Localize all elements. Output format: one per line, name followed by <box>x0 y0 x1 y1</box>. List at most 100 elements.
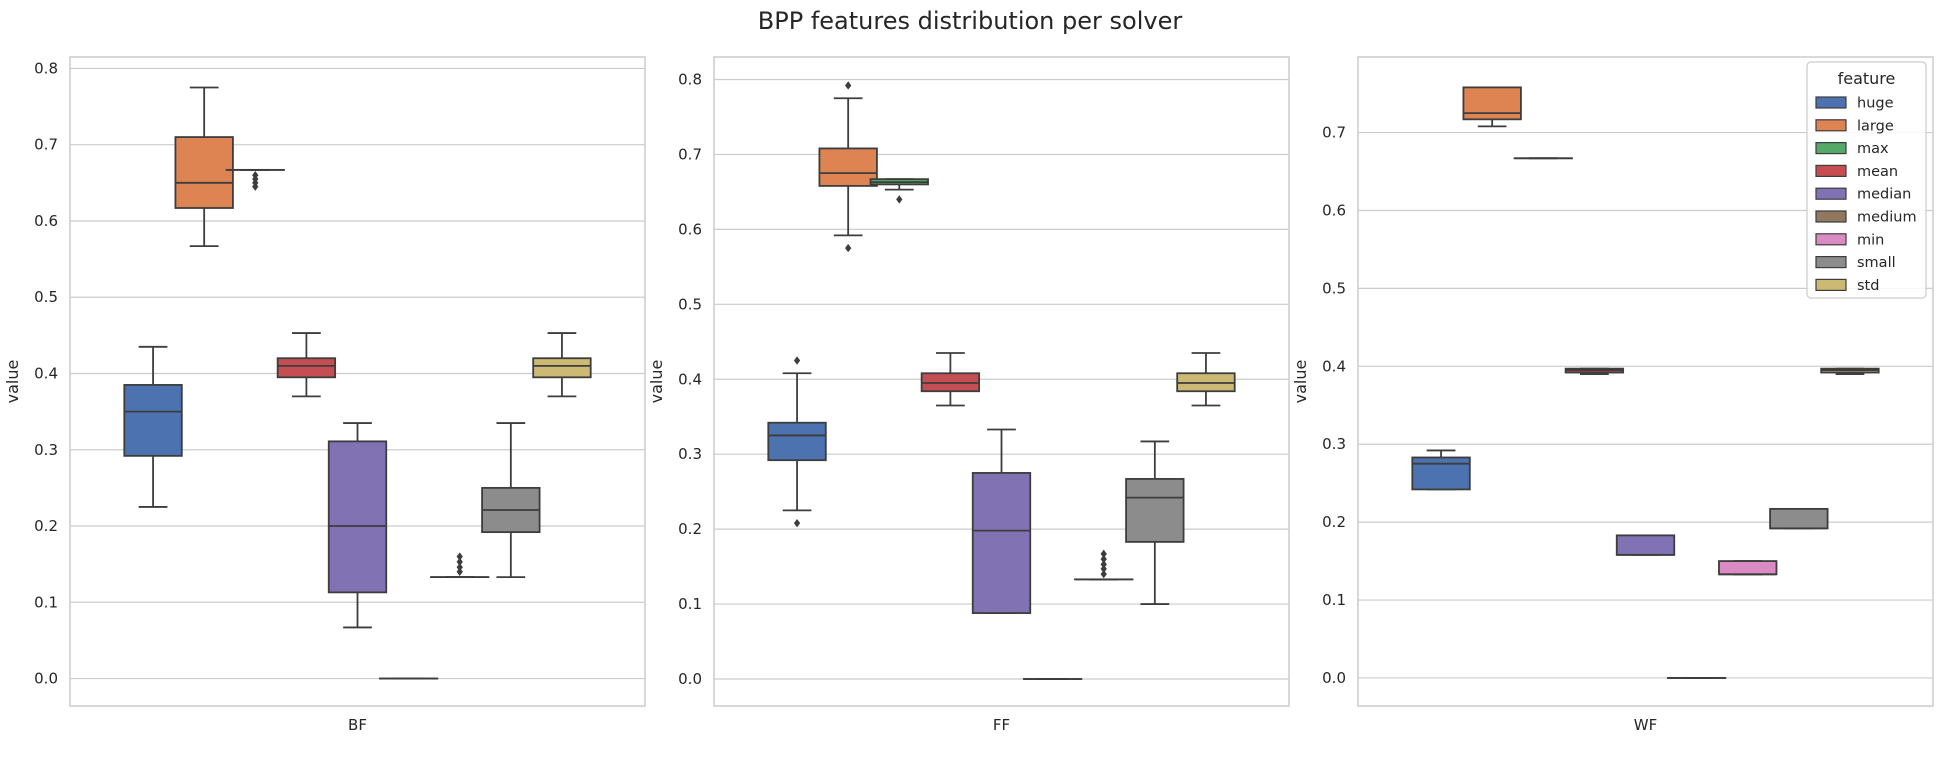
outlier-point <box>845 81 852 90</box>
legend-label: min <box>1857 232 1884 248</box>
box-min <box>1074 549 1134 581</box>
box-median <box>1615 534 1676 556</box>
figure-title: BPP features distribution per solver <box>758 7 1183 35</box>
box-mean <box>276 332 337 398</box>
box-large <box>818 81 878 253</box>
outlier-point <box>845 243 852 253</box>
y-tick-label: 0.2 <box>34 517 58 535</box>
box-body <box>1718 560 1778 576</box>
y-tick-label: 0.6 <box>1322 201 1346 219</box>
y-tick-label: 0.6 <box>678 220 702 238</box>
box-body <box>1411 456 1471 491</box>
box-std <box>1176 352 1236 407</box>
y-tick-label: 0.2 <box>678 520 702 538</box>
y-tick-label: 0.1 <box>34 593 58 611</box>
outlier-point <box>456 563 463 572</box>
box-max <box>869 178 929 204</box>
legend: feature huge large max mean median medium min sm… <box>1806 61 1927 299</box>
x-tick-label: BF <box>348 716 367 734</box>
x-tick-label: WF <box>1634 716 1657 734</box>
legend-label: max <box>1857 141 1889 157</box>
y-tick-label: 0.7 <box>678 145 702 163</box>
legend-item-huge: huge <box>1815 96 1894 112</box>
box-min <box>430 552 490 579</box>
y-tick-label: 0.1 <box>1322 591 1346 609</box>
panel-bf: 0.0 0.1 0.2 0.3 0.4 0.5 0.6 0.7 0.8 BF value <box>3 56 646 734</box>
legend-swatch <box>1815 187 1847 200</box>
legend-swatch <box>1815 96 1847 109</box>
outlier-point <box>1100 560 1107 569</box>
legend-swatch <box>1815 256 1847 269</box>
box-huge <box>1411 449 1471 491</box>
y-tick-label: 0.1 <box>678 595 702 613</box>
legend-item-median: median <box>1815 187 1911 203</box>
box-body <box>1769 507 1829 530</box>
outlier-point <box>1100 569 1107 579</box>
y-tick-label: 0.5 <box>678 295 702 313</box>
y-tick-label: 0.3 <box>678 445 702 463</box>
box-body <box>174 136 234 209</box>
legend-item-large: large <box>1815 118 1894 134</box>
y-tick-label: 0.4 <box>1322 357 1346 375</box>
legend-swatch <box>1815 119 1847 132</box>
outlier-point <box>793 356 801 365</box>
y-axis-label: value <box>1291 360 1310 404</box>
x-tick-label: FF <box>993 716 1010 734</box>
box-median <box>327 422 388 629</box>
y-tick-label: 0.8 <box>678 70 702 88</box>
legend-label: median <box>1857 187 1911 203</box>
y-tick-label: 0.7 <box>34 136 58 154</box>
outlier-point <box>1100 549 1107 559</box>
box-body <box>276 357 337 379</box>
box-large <box>174 86 234 248</box>
box-huge <box>767 356 827 528</box>
panel-wf: 0.0 0.1 0.2 0.3 0.4 0.5 0.6 0.7 WF value <box>1291 56 1934 734</box>
outlier-point <box>1100 554 1107 564</box>
box-body <box>1462 86 1522 121</box>
box-body <box>327 440 388 594</box>
box-median <box>971 428 1032 614</box>
legend-label: small <box>1857 255 1896 271</box>
y-tick-label: 0.5 <box>1322 279 1346 297</box>
legend-swatch <box>1815 233 1847 246</box>
legend-item-small: small <box>1815 255 1896 271</box>
legend-swatch <box>1815 164 1847 177</box>
box-huge <box>123 345 183 508</box>
y-axis-label: value <box>647 360 666 404</box>
legend-label: mean <box>1857 164 1898 180</box>
legend-label: std <box>1857 278 1879 294</box>
y-tick-label: 0.0 <box>1322 669 1346 687</box>
y-tick-label: 0.7 <box>1322 124 1346 142</box>
outlier-point <box>456 567 463 576</box>
axes-frame <box>69 56 646 707</box>
y-tick-label: 0.3 <box>1322 435 1346 453</box>
box-std <box>532 332 592 398</box>
box-large <box>1462 86 1522 128</box>
y-tick-label: 0.4 <box>678 370 702 388</box>
legend-item-mean: mean <box>1815 164 1898 180</box>
legend-item-std: std <box>1815 278 1879 294</box>
legend-swatch <box>1815 142 1847 155</box>
panel-ff: 0.0 0.1 0.2 0.3 0.4 0.5 0.6 0.7 0.8 FF value <box>647 56 1290 734</box>
y-axis-label: value <box>3 360 22 404</box>
box-body <box>1125 478 1185 543</box>
box-body <box>123 384 183 457</box>
box-small <box>1769 507 1829 530</box>
box-body <box>1615 534 1676 556</box>
legend-title: feature <box>1838 69 1896 88</box>
outlier-point <box>456 552 463 561</box>
y-tick-label: 0.5 <box>34 288 58 306</box>
outlier-point <box>456 557 463 567</box>
axes-frame <box>1357 56 1934 707</box>
box-body <box>532 357 592 379</box>
legend-item-min: min <box>1815 232 1884 248</box>
y-tick-label: 0.8 <box>34 59 58 77</box>
box-body <box>767 421 827 462</box>
outlier-point <box>793 518 801 528</box>
y-tick-label: 0.0 <box>34 670 58 688</box>
legend-swatch <box>1815 210 1847 223</box>
y-tick-label: 0.2 <box>1322 513 1346 531</box>
box-mean <box>1564 367 1625 375</box>
y-tick-label: 0.0 <box>678 670 702 688</box>
